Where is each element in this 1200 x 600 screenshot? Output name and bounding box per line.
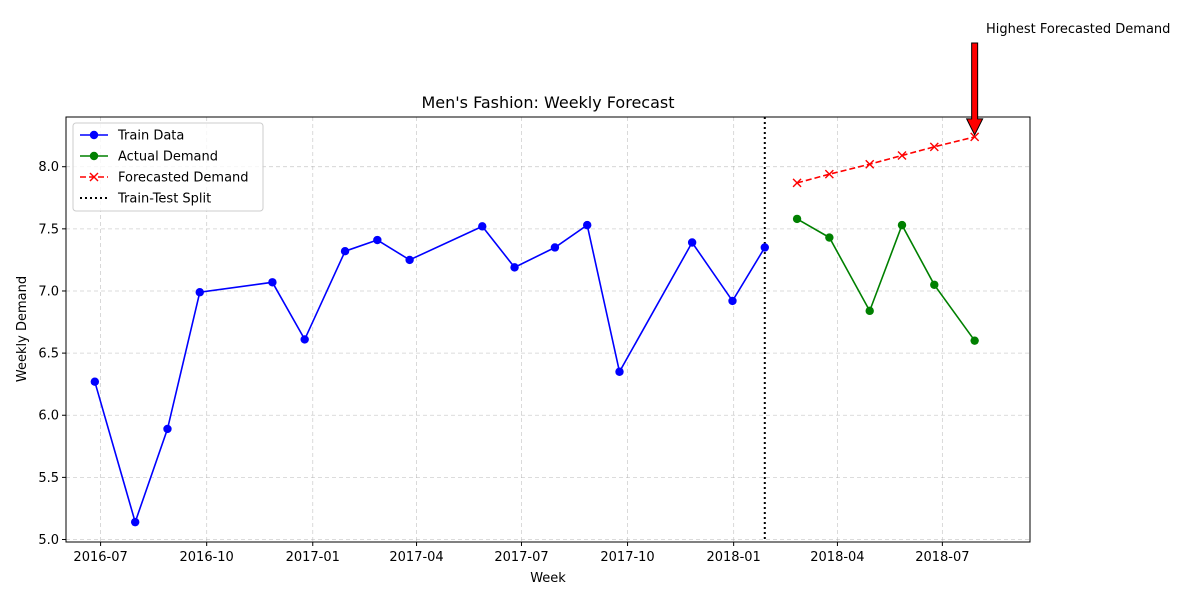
annotation-arrow — [965, 42, 984, 137]
data-point — [405, 255, 414, 265]
data-point — [865, 306, 874, 316]
data-point — [90, 377, 100, 386]
data-point — [163, 424, 172, 434]
data-point — [824, 169, 834, 179]
y-tick-label: 8.0 — [38, 160, 59, 175]
series-line-2 — [796, 136, 975, 184]
legend: Train Data Actual Demand Forecasted Demand… — [72, 122, 264, 212]
data-point — [929, 142, 939, 152]
axes: 2016-07 2016-10 2017-01 2017-04 2017-07 2017-… — [38, 160, 969, 565]
x-tick-label: 2018-01 — [706, 550, 760, 565]
data-point — [792, 214, 802, 224]
legend-box — [72, 122, 264, 212]
data-point — [268, 278, 277, 287]
data-point — [373, 235, 382, 245]
data-point — [897, 151, 907, 161]
legend-label: Train Data — [117, 129, 184, 144]
y-tick-label: 7.5 — [38, 222, 59, 237]
data-point — [687, 238, 697, 247]
x-tick-label: 2018-07 — [915, 550, 969, 565]
data-point — [340, 247, 350, 256]
series-layer — [90, 117, 980, 542]
x-axis-label: Week — [530, 571, 566, 586]
y-tick-label: 5.5 — [38, 471, 59, 486]
legend-marker — [89, 151, 99, 161]
x-tick-label: 2017-07 — [494, 550, 548, 565]
data-point — [300, 335, 309, 344]
data-point — [510, 263, 519, 272]
legend-label: Actual Demand — [118, 150, 218, 165]
data-point — [970, 336, 979, 345]
data-point — [550, 243, 560, 252]
data-point — [825, 233, 834, 242]
legend-label: Train-Test Split — [117, 192, 211, 207]
x-tick-label: 2017-01 — [286, 550, 340, 565]
data-point — [930, 280, 939, 289]
annotation-text: Highest Forecasted Demand — [986, 22, 1170, 37]
data-point — [583, 220, 592, 230]
y-axis-label: Weekly Demand — [15, 276, 30, 382]
y-tick-label: 6.0 — [38, 409, 59, 424]
data-point — [760, 243, 769, 252]
data-point — [195, 288, 204, 297]
x-tick-label: 2016-10 — [180, 550, 234, 565]
y-tick-label: 7.0 — [38, 284, 59, 299]
legend-marker — [89, 130, 99, 140]
data-point — [792, 178, 802, 188]
x-tick-label: 2017-04 — [389, 550, 443, 565]
series-line-1 — [796, 218, 976, 342]
chart-title: Men's Fashion: Weekly Forecast — [421, 93, 674, 112]
legend-label: Forecasted Demand — [118, 171, 249, 186]
data-point — [897, 220, 907, 230]
x-tick-label: 2018-04 — [810, 550, 864, 565]
annotation: Highest Forecasted Demand — [965, 22, 1170, 137]
y-tick-label: 5.0 — [38, 533, 59, 548]
data-point — [478, 222, 487, 231]
plot-frame — [65, 116, 1031, 543]
data-point — [728, 296, 737, 306]
x-tick-label: 2017-10 — [600, 550, 654, 565]
legend-marker — [89, 172, 99, 182]
y-tick-label: 6.5 — [38, 347, 59, 362]
data-point — [970, 132, 980, 142]
data-point — [615, 367, 624, 376]
data-point — [130, 517, 140, 527]
x-tick-label: 2016-07 — [73, 550, 127, 565]
data-point — [865, 159, 875, 169]
